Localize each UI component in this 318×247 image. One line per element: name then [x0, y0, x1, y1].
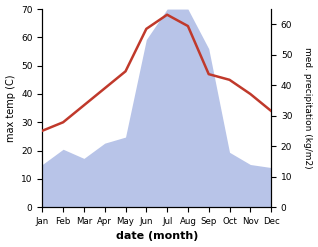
X-axis label: date (month): date (month)	[115, 231, 198, 242]
Y-axis label: med. precipitation (kg/m2): med. precipitation (kg/m2)	[303, 47, 313, 169]
Y-axis label: max temp (C): max temp (C)	[5, 74, 16, 142]
